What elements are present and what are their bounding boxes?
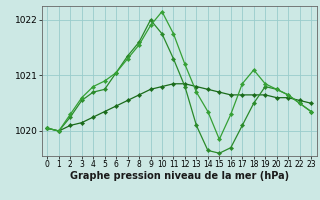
X-axis label: Graphe pression niveau de la mer (hPa): Graphe pression niveau de la mer (hPa) [70, 171, 289, 181]
